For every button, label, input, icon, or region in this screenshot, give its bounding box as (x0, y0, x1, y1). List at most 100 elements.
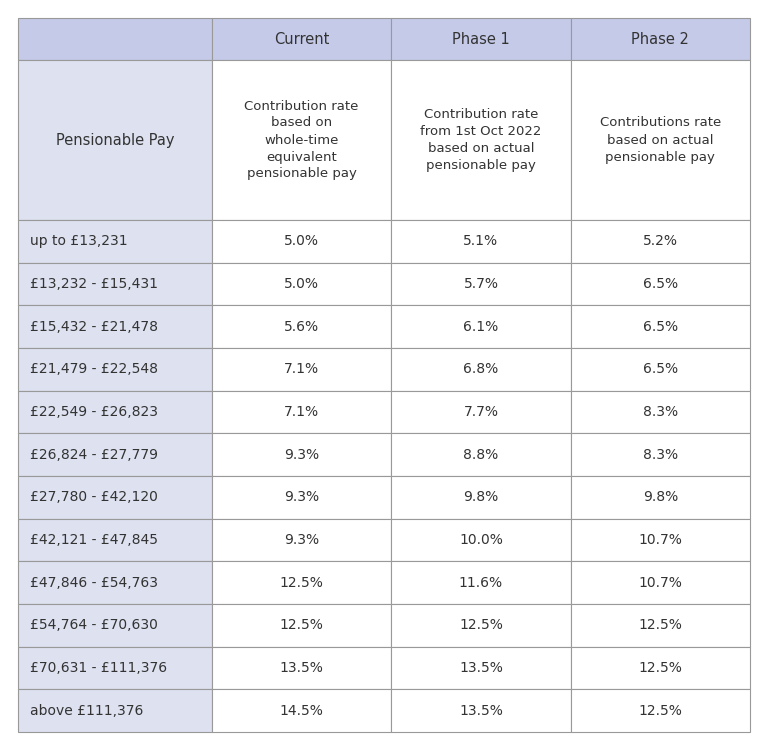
Text: Phase 1: Phase 1 (452, 31, 510, 47)
Bar (18, 391, 212, 433)
Text: 5.0%: 5.0% (284, 234, 319, 249)
Bar (212, 348, 392, 391)
Text: Current: Current (274, 31, 329, 47)
Bar (212, 391, 392, 433)
Bar (392, 348, 571, 391)
Text: Contribution rate
based on
whole-time
equivalent
pensionable pay: Contribution rate based on whole-time eq… (244, 99, 359, 180)
Bar (212, 60, 392, 220)
Text: 9.3%: 9.3% (284, 533, 319, 547)
Text: £13,232 - £15,431: £13,232 - £15,431 (30, 277, 158, 291)
Bar (18, 18, 212, 60)
Bar (18, 647, 212, 689)
Text: 6.1%: 6.1% (463, 320, 498, 334)
Text: 13.5%: 13.5% (280, 661, 323, 675)
Text: 12.5%: 12.5% (280, 576, 323, 590)
Bar (18, 263, 212, 306)
Text: 6.8%: 6.8% (463, 362, 498, 376)
Text: 10.7%: 10.7% (638, 533, 682, 547)
Text: 6.5%: 6.5% (643, 362, 678, 376)
Bar (212, 519, 392, 562)
Bar (212, 433, 392, 476)
Bar (212, 647, 392, 689)
Bar (392, 647, 571, 689)
Bar (18, 348, 212, 391)
Bar (18, 604, 212, 647)
Text: 8.3%: 8.3% (643, 447, 678, 462)
Text: £47,846 - £54,763: £47,846 - £54,763 (30, 576, 158, 590)
Text: 13.5%: 13.5% (459, 703, 503, 718)
Text: 9.3%: 9.3% (284, 447, 319, 462)
Bar (392, 689, 571, 732)
Text: £21,479 - £22,548: £21,479 - £22,548 (30, 362, 158, 376)
Bar (571, 391, 750, 433)
Text: 12.5%: 12.5% (459, 618, 503, 632)
Text: 11.6%: 11.6% (459, 576, 503, 590)
Text: 7.7%: 7.7% (464, 405, 498, 419)
Text: 8.8%: 8.8% (463, 447, 498, 462)
Text: 5.1%: 5.1% (463, 234, 498, 249)
Text: £27,780 - £42,120: £27,780 - £42,120 (30, 490, 158, 505)
Bar (571, 18, 750, 60)
Bar (18, 220, 212, 263)
Text: 12.5%: 12.5% (638, 661, 682, 675)
Bar (571, 476, 750, 519)
Text: 5.6%: 5.6% (284, 320, 319, 334)
Bar (571, 647, 750, 689)
Text: Contributions rate
based on actual
pensionable pay: Contributions rate based on actual pensi… (600, 116, 721, 163)
Bar (392, 18, 571, 60)
Text: Phase 2: Phase 2 (631, 31, 689, 47)
Bar (571, 348, 750, 391)
Text: 10.0%: 10.0% (459, 533, 503, 547)
Text: 13.5%: 13.5% (459, 661, 503, 675)
Bar (392, 60, 571, 220)
Bar (571, 306, 750, 348)
Bar (571, 604, 750, 647)
Bar (212, 306, 392, 348)
Text: 7.1%: 7.1% (284, 362, 319, 376)
Text: 5.0%: 5.0% (284, 277, 319, 291)
Text: 12.5%: 12.5% (280, 618, 323, 632)
Bar (571, 519, 750, 562)
Text: £22,549 - £26,823: £22,549 - £26,823 (30, 405, 158, 419)
Text: 10.7%: 10.7% (638, 576, 682, 590)
Bar (212, 263, 392, 306)
Bar (571, 562, 750, 604)
Text: 5.7%: 5.7% (464, 277, 498, 291)
Bar (18, 476, 212, 519)
Text: £54,764 - £70,630: £54,764 - £70,630 (30, 618, 158, 632)
Bar (18, 689, 212, 732)
Bar (392, 562, 571, 604)
Text: up to £13,231: up to £13,231 (30, 234, 127, 249)
Text: 7.1%: 7.1% (284, 405, 319, 419)
Bar (212, 476, 392, 519)
Bar (571, 60, 750, 220)
Text: 5.2%: 5.2% (643, 234, 678, 249)
Bar (571, 263, 750, 306)
Bar (392, 519, 571, 562)
Text: 8.3%: 8.3% (643, 405, 678, 419)
Text: 12.5%: 12.5% (638, 618, 682, 632)
Bar (392, 220, 571, 263)
Bar (571, 433, 750, 476)
Bar (212, 220, 392, 263)
Bar (18, 306, 212, 348)
Text: Contribution rate
from 1st Oct 2022
based on actual
pensionable pay: Contribution rate from 1st Oct 2022 base… (420, 108, 541, 172)
Text: £42,121 - £47,845: £42,121 - £47,845 (30, 533, 158, 547)
Bar (571, 689, 750, 732)
Text: 9.8%: 9.8% (463, 490, 498, 505)
Bar (571, 220, 750, 263)
Text: 14.5%: 14.5% (280, 703, 323, 718)
Bar (212, 562, 392, 604)
Bar (18, 562, 212, 604)
Text: 6.5%: 6.5% (643, 277, 678, 291)
Bar (392, 306, 571, 348)
Bar (212, 689, 392, 732)
Text: £26,824 - £27,779: £26,824 - £27,779 (30, 447, 158, 462)
Text: above £111,376: above £111,376 (30, 703, 144, 718)
Text: £70,631 - £111,376: £70,631 - £111,376 (30, 661, 167, 675)
Bar (18, 60, 212, 220)
Bar (212, 18, 392, 60)
Bar (392, 604, 571, 647)
Bar (212, 604, 392, 647)
Bar (18, 519, 212, 562)
